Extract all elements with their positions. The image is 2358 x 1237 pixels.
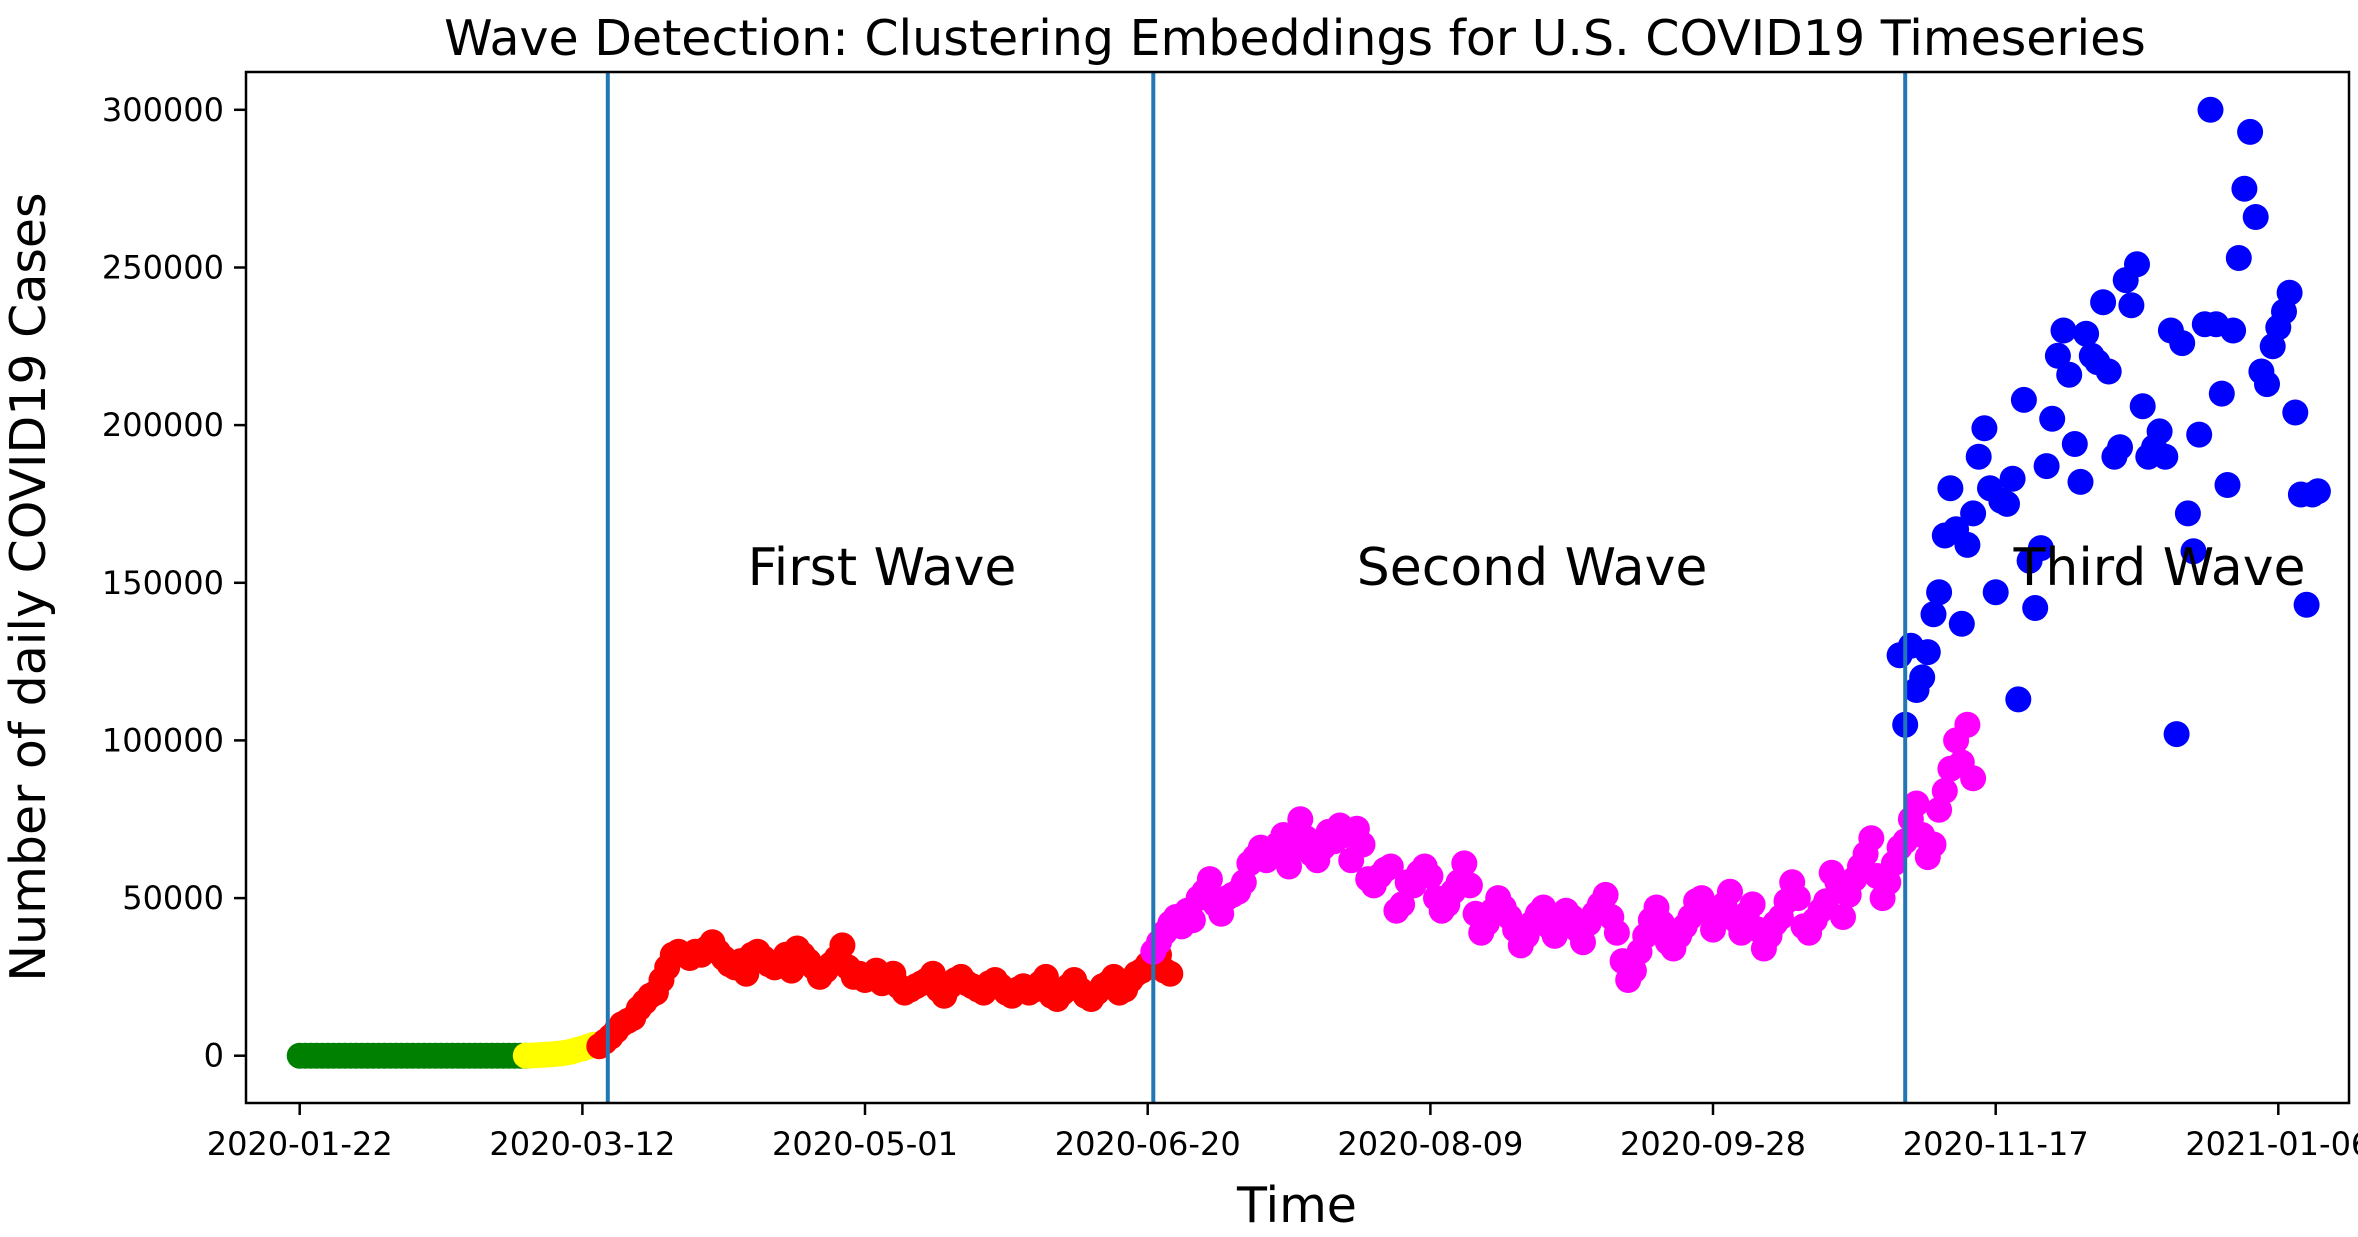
data-point [2152,443,2179,470]
data-point [2050,317,2077,344]
data-point [1196,866,1223,893]
data-point [1937,475,1964,502]
data-point [1903,790,1930,817]
data-point [1157,960,1184,987]
y-tick-label: 0 [204,1037,224,1075]
x-tick-label: 2020-03-12 [489,1125,675,1163]
x-tick-label: 2020-05-01 [772,1125,958,1163]
data-point [1926,579,1953,606]
data-point [2044,342,2071,369]
data-point [2129,393,2156,420]
x-tick-label: 2020-01-22 [207,1125,393,1163]
data-point [2146,418,2173,445]
wave-annotation: Third Wave [2013,538,2306,598]
data-point [2282,399,2309,426]
data-point [1954,531,1981,558]
data-point [1377,853,1404,880]
data-point [1830,904,1856,930]
data-point [2107,434,2133,461]
data-point [1739,891,1766,918]
data-point [1813,888,1840,915]
data-point [2304,478,2331,505]
data-point [2180,538,2207,565]
data-point [2174,500,2201,527]
data-point [1920,831,1947,858]
data-point [1920,601,1947,628]
axes: 2020-01-22 2020-03-12 2020-05-01 2020-06-20… [102,91,2358,1163]
data-point [1456,872,1483,899]
x-tick-label: 2020-11-17 [1903,1125,2089,1163]
data-point [1948,610,1975,637]
x-tick-label: 2020-09-28 [1620,1125,1806,1163]
data-point [1960,500,1987,527]
data-point [2090,289,2117,316]
x-tick-label: 2020-08-09 [1337,1125,1523,1163]
data-point [1858,825,1885,852]
data-point [2039,405,2066,432]
data-point [2186,421,2213,448]
data-point [1603,919,1630,946]
data-point [2214,472,2241,498]
wave-annotation: Second Wave [1357,538,1708,598]
plot-area: First Wave Second Wave Third Wave [286,72,2331,1103]
data-point [1931,777,1958,804]
data-point [1784,885,1811,912]
data-point [2163,721,2190,748]
data-point [1592,881,1619,908]
y-axis-label: Number of daily COVID19 Cases [0,192,57,981]
data-point [2061,431,2088,457]
data-point [2073,320,2100,347]
y-tick-label: 250000 [102,249,224,287]
data-point [2197,96,2224,123]
data-point [2293,591,2320,618]
data-point [2169,330,2196,357]
data-point [2118,292,2145,319]
data-point [1717,878,1743,905]
data-point [1179,907,1206,934]
data-point [1909,664,1936,691]
data-point [1999,465,2026,492]
data-point [2010,386,2037,413]
data-point [2242,204,2269,230]
data-point [2027,535,2054,562]
data-point [2254,371,2280,398]
data-point [2005,686,2032,713]
data-point [2022,595,2049,621]
data-point [1451,850,1478,877]
y-tick-label: 100000 [102,721,224,759]
data-point [829,932,856,959]
data-point [1971,415,1998,442]
data-point [2237,118,2264,145]
data-point [1914,639,1941,666]
data-point [2124,251,2150,278]
chart-title: Wave Detection: Clustering Embeddings fo… [444,10,2146,67]
data-point [1417,863,1444,889]
data-point [2033,453,2060,480]
x-axis-label: Time [1236,1177,1357,1234]
x-tick-label: 2021-01-06 [2185,1125,2358,1163]
data-point [2095,358,2122,385]
data-point [1965,443,1992,470]
data-point [2056,361,2083,388]
data-point [1389,891,1416,918]
wave-annotation: First Wave [748,538,1017,598]
x-tick-label: 2020-06-20 [1055,1125,1241,1163]
y-tick-label: 200000 [102,406,224,444]
plot-frame [244,70,2351,1105]
data-point [1954,711,1981,738]
y-tick-label: 300000 [102,91,224,129]
data-point [1349,831,1376,858]
data-point [2231,175,2258,202]
data-point [1960,765,1987,792]
data-point [1994,490,2020,517]
data-point [2225,245,2252,271]
data-point [2208,380,2235,407]
data-point [2067,468,2094,495]
data-point [1982,579,2009,606]
y-tick-label: 150000 [102,564,224,602]
data-point [2276,279,2303,306]
data-point [2220,317,2247,344]
y-tick-label: 50000 [122,879,224,917]
